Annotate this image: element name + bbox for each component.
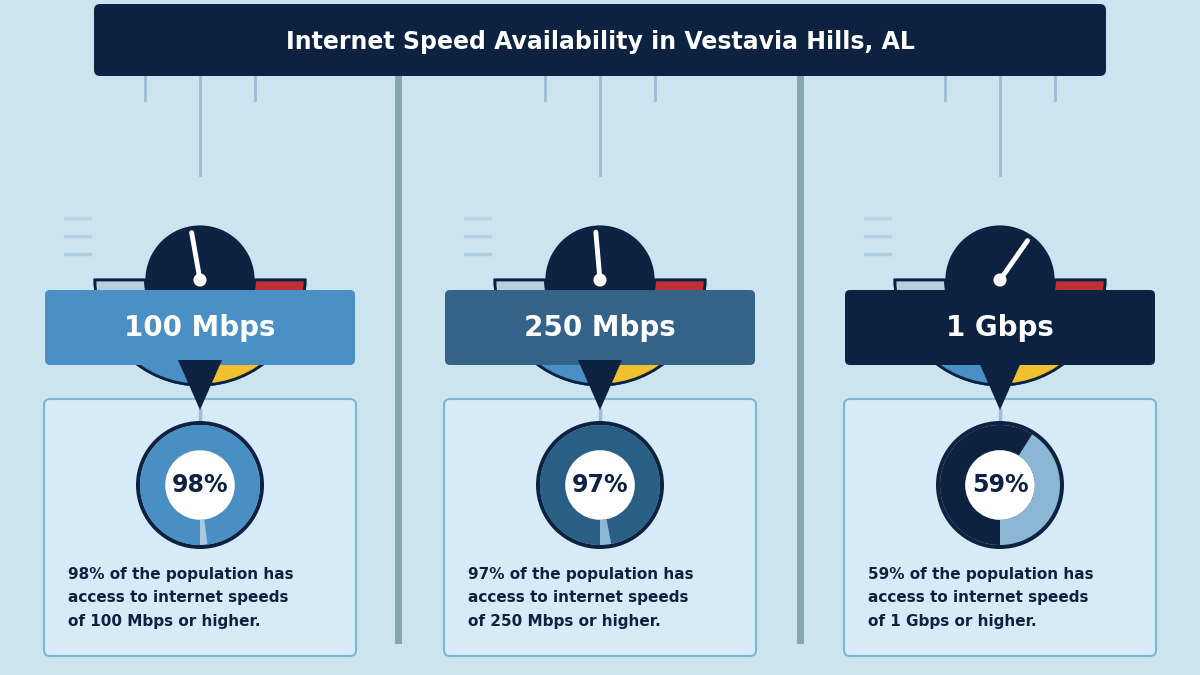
Circle shape <box>145 225 254 335</box>
Circle shape <box>946 225 1055 335</box>
Circle shape <box>545 225 655 335</box>
Circle shape <box>936 421 1064 549</box>
Text: 1 Gbps: 1 Gbps <box>946 313 1054 342</box>
Polygon shape <box>978 360 1022 410</box>
FancyBboxPatch shape <box>46 290 355 365</box>
Circle shape <box>136 421 264 549</box>
Wedge shape <box>540 425 660 545</box>
Circle shape <box>594 273 606 287</box>
Circle shape <box>965 450 1034 520</box>
Polygon shape <box>178 360 222 410</box>
FancyBboxPatch shape <box>844 399 1156 656</box>
Wedge shape <box>1000 319 1074 385</box>
Wedge shape <box>140 425 260 545</box>
Wedge shape <box>140 425 260 545</box>
Wedge shape <box>940 425 1060 545</box>
Text: 100 Mbps: 100 Mbps <box>125 313 276 342</box>
Wedge shape <box>925 319 1000 385</box>
FancyBboxPatch shape <box>845 290 1154 365</box>
Text: 250 Mbps: 250 Mbps <box>524 313 676 342</box>
Circle shape <box>536 421 664 549</box>
Text: Internet Speed Availability in Vestavia Hills, AL: Internet Speed Availability in Vestavia … <box>286 30 914 54</box>
Wedge shape <box>95 280 161 354</box>
Wedge shape <box>1039 280 1105 354</box>
Polygon shape <box>578 360 622 410</box>
FancyBboxPatch shape <box>445 290 755 365</box>
Wedge shape <box>126 319 200 385</box>
Wedge shape <box>540 425 660 545</box>
Wedge shape <box>95 280 305 385</box>
FancyBboxPatch shape <box>44 399 356 656</box>
Wedge shape <box>239 280 305 354</box>
Wedge shape <box>496 280 562 354</box>
Text: 59% of the population has
access to internet speeds
of 1 Gbps or higher.: 59% of the population has access to inte… <box>868 567 1093 629</box>
Text: 98% of the population has
access to internet speeds
of 100 Mbps or higher.: 98% of the population has access to inte… <box>68 567 294 629</box>
Wedge shape <box>200 319 275 385</box>
Wedge shape <box>895 280 1105 385</box>
Wedge shape <box>496 280 706 385</box>
Wedge shape <box>638 280 706 354</box>
Text: 97% of the population has
access to internet speeds
of 250 Mbps or higher.: 97% of the population has access to inte… <box>468 567 694 629</box>
Wedge shape <box>940 425 1032 545</box>
FancyBboxPatch shape <box>444 399 756 656</box>
Wedge shape <box>600 319 674 385</box>
Text: 98%: 98% <box>172 473 228 497</box>
Circle shape <box>565 450 635 520</box>
Circle shape <box>166 450 235 520</box>
Text: 97%: 97% <box>571 473 629 497</box>
Wedge shape <box>526 319 600 385</box>
Wedge shape <box>895 280 961 354</box>
Text: 59%: 59% <box>972 473 1028 497</box>
FancyBboxPatch shape <box>94 4 1106 76</box>
Circle shape <box>994 273 1007 287</box>
Circle shape <box>193 273 206 287</box>
